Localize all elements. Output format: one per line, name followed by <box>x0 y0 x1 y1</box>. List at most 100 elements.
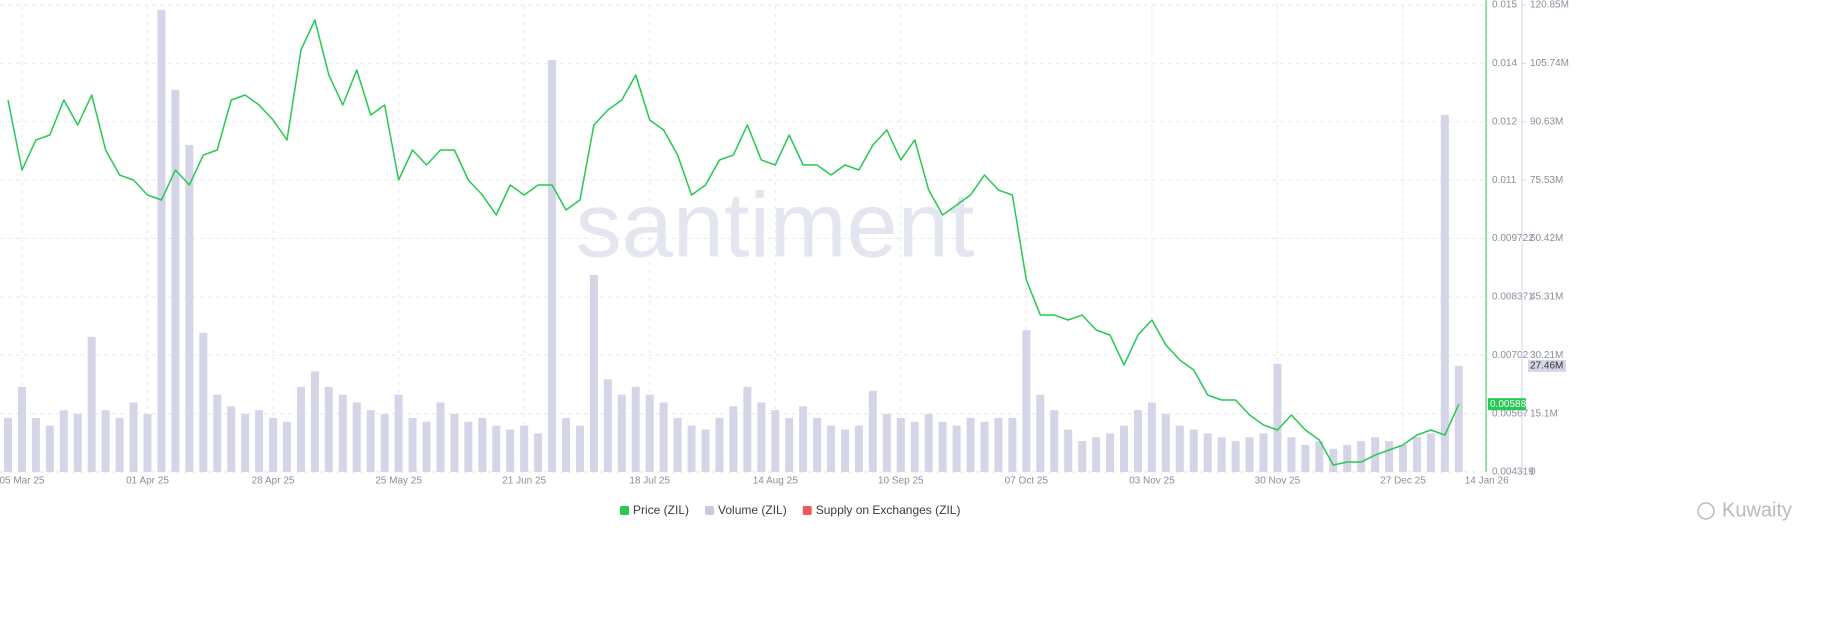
volume-bar <box>1064 429 1073 472</box>
volume-bar <box>1412 437 1421 472</box>
volume-bar <box>1343 444 1352 472</box>
volume-bar <box>45 425 54 472</box>
legend-swatch <box>802 506 812 515</box>
volume-bar <box>506 429 515 472</box>
volume-bar <box>548 60 557 473</box>
x-tick-label: 14 Jan 26 <box>1465 476 1509 487</box>
legend-label: Price (ZIL) <box>633 503 689 517</box>
volume-bar <box>324 386 333 472</box>
legend-swatch <box>705 506 715 515</box>
volume-bar <box>366 410 375 472</box>
volume-bar <box>1008 417 1017 472</box>
x-tick-label: 07 Oct 25 <box>1005 476 1049 487</box>
price-line <box>7 19 1460 466</box>
volume-bar <box>1175 425 1184 472</box>
volume-bar <box>910 421 919 472</box>
volume-bar <box>673 417 682 472</box>
volume-bar <box>436 402 445 472</box>
y2-tick-label: 15.1M <box>1530 408 1558 419</box>
volume-bar <box>1050 410 1059 472</box>
volume-bar <box>464 421 473 472</box>
volume-bar <box>199 332 208 472</box>
value-tag-label: 27.46M <box>1530 361 1563 372</box>
volume-bar <box>1329 448 1338 472</box>
x-tick-label: 05 Mar 25 <box>0 476 45 487</box>
x-tick-label: 27 Dec 25 <box>1380 476 1426 487</box>
volume-bar <box>450 414 459 472</box>
y2-tick-label: 30.21M <box>1530 350 1563 361</box>
volume-bar <box>4 417 12 472</box>
volume-bar <box>729 406 738 472</box>
y-tick-label: 0.011 <box>1492 175 1517 186</box>
volume-bar <box>171 89 180 473</box>
volume-bar <box>87 336 96 472</box>
volume-bar <box>980 421 989 472</box>
y-tick-label: 0.004319 <box>1492 467 1534 478</box>
volume-bar <box>1203 433 1212 472</box>
volume-bar <box>1357 441 1366 472</box>
volume-bar <box>1120 425 1128 472</box>
volume-bar <box>1399 444 1407 472</box>
volume-bar <box>1454 365 1463 472</box>
value-tag <box>1488 398 1526 411</box>
volume-bar <box>283 421 291 472</box>
x-tick-label: 21 Jun 25 <box>502 476 546 487</box>
x-tick-label: 30 Nov 25 <box>1255 476 1301 487</box>
volume-bar <box>520 425 529 472</box>
volume-bar <box>701 429 710 472</box>
x-tick-label: 18 Jul 25 <box>629 476 670 487</box>
volume-bar <box>31 417 40 472</box>
volume-bar <box>73 414 82 472</box>
y-tick-label: 0.008371 <box>1492 292 1534 303</box>
y2-tick-label: 75.53M <box>1530 175 1563 186</box>
y-tick-label: 0.012 <box>1492 116 1517 127</box>
volume-bar <box>1287 437 1296 472</box>
volume-bar <box>1217 437 1226 472</box>
volume-bar <box>1133 410 1142 472</box>
y-tick-label: 0.00702 <box>1492 350 1529 361</box>
volume-bar <box>617 394 626 472</box>
credit-icon <box>1697 502 1715 520</box>
volume-bar <box>478 417 487 472</box>
volume-bar <box>841 429 849 472</box>
value-tag <box>1528 359 1566 372</box>
legend-label: Volume (ZIL) <box>718 503 787 517</box>
volume-bar <box>771 410 780 472</box>
volume-bar <box>1385 441 1394 472</box>
volume-bar <box>296 386 305 472</box>
volume-bar <box>562 417 570 472</box>
volume-bar <box>1161 414 1170 472</box>
volume-bar <box>1245 437 1254 472</box>
y-tick-label: 0.015 <box>1492 0 1517 11</box>
volume-bar <box>687 425 696 472</box>
x-tick-label: 01 Apr 25 <box>126 476 169 487</box>
legend-swatch <box>620 506 629 515</box>
volume-bar <box>854 425 863 472</box>
volume-bar <box>213 394 222 472</box>
volume-bar <box>352 402 361 472</box>
volume-bar <box>882 414 891 472</box>
y2-tick-label: 60.42M <box>1530 233 1563 244</box>
volume-bar <box>1189 429 1198 472</box>
volume-bar <box>492 425 501 472</box>
volume-bar <box>896 417 905 472</box>
volume-bar <box>101 410 110 472</box>
volume-bar <box>715 417 724 472</box>
volume-bar <box>868 390 877 472</box>
volume-bar <box>534 433 543 472</box>
y2-tick-label: 120.85M <box>1530 0 1569 11</box>
volume-bar <box>157 9 166 472</box>
volume-bar <box>338 394 347 472</box>
volume-bar <box>1301 444 1310 472</box>
volume-bar <box>994 417 1003 472</box>
volume-bar <box>115 417 124 472</box>
volume-bar <box>310 371 319 472</box>
volume-bar <box>1315 441 1324 472</box>
y2-tick-label: 90.63M <box>1530 116 1563 127</box>
volume-bar <box>1426 433 1435 472</box>
volume-bar <box>631 386 640 472</box>
value-tag-label: 0.005888 <box>1490 399 1532 410</box>
volume-bar <box>952 425 961 472</box>
y2-tick-label: 45.31M <box>1530 292 1563 303</box>
